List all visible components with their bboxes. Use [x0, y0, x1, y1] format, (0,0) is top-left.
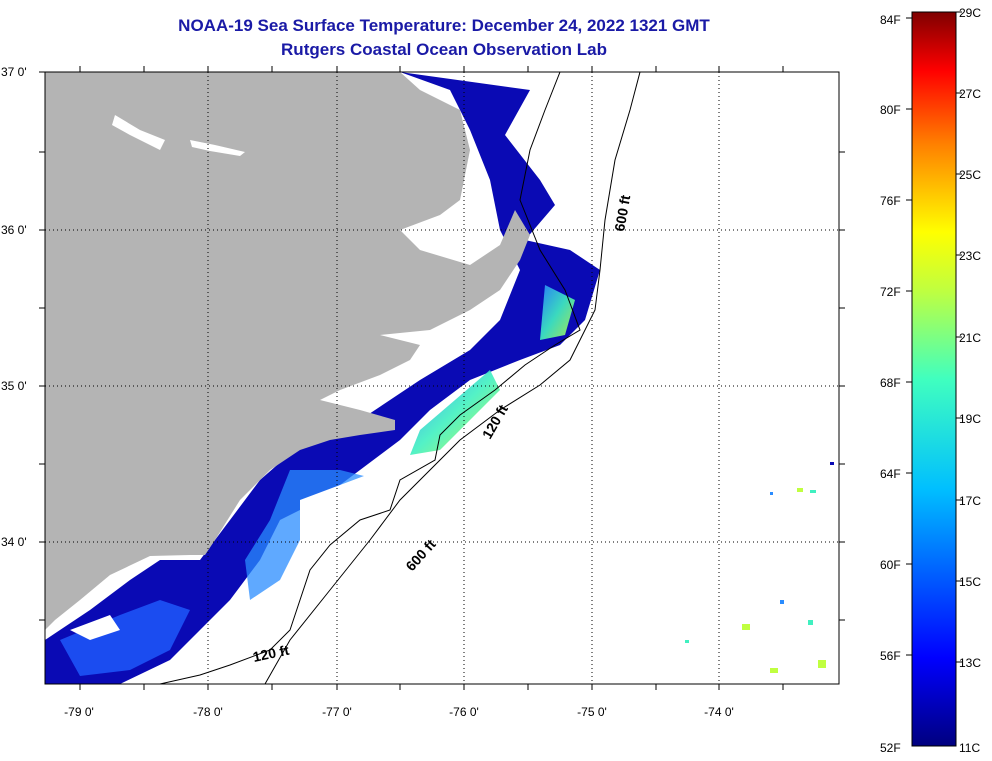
cloud-gap	[70, 615, 120, 640]
lon-tick-label: -78 0'	[193, 705, 223, 719]
colorbar-label-f: 80F	[880, 103, 901, 117]
lat-tick-label: 35 0'	[1, 379, 27, 393]
warm-water-patch	[540, 285, 575, 340]
inland-water	[190, 140, 245, 156]
colorbar-label-c: 21C	[959, 331, 981, 345]
colorbar-label-c: 17C	[959, 494, 981, 508]
map-subtitle: Rutgers Coastal Ocean Observation Lab	[281, 40, 607, 59]
tick-marks	[39, 66, 845, 690]
cloud-gap	[300, 470, 430, 550]
colorbar-label-f: 52F	[880, 741, 901, 755]
plot-frame	[44, 71, 840, 685]
colorbar-label-c: 13C	[959, 656, 981, 670]
colorbar-label-c: 25C	[959, 168, 981, 182]
colorbar-label-c: 15C	[959, 575, 981, 589]
lon-tick-label: -79 0'	[64, 705, 94, 719]
contour-label: 120 ft	[251, 642, 290, 665]
lat-tick-label: 36 0'	[1, 223, 27, 237]
colorbar-label-c: 11C	[959, 741, 980, 755]
colorbar-label-f: 64F	[880, 467, 901, 481]
colorbar-ticks	[906, 11, 962, 663]
land-mass	[45, 72, 530, 630]
colorbar-label-f: 72F	[880, 285, 901, 299]
lon-tick-label: -77 0'	[322, 705, 352, 719]
lon-tick-label: -75 0'	[577, 705, 607, 719]
lat-tick-label: 37 0'	[1, 65, 27, 79]
colorbar-label-f: 76F	[880, 194, 901, 208]
colorbar-label-c: 19C	[959, 412, 981, 426]
warm-water-patch	[60, 600, 190, 676]
colorbar-label-c: 29C	[959, 6, 981, 20]
contour-600ft	[264, 72, 641, 684]
offshore-pixels	[685, 462, 834, 673]
colorbar-label-c: 27C	[959, 87, 981, 101]
inland-water	[112, 115, 165, 150]
warm-water-patch	[410, 370, 500, 455]
contour-label: 600 ft	[611, 193, 633, 232]
colorbar-label-f: 68F	[880, 376, 901, 390]
colorbar-label-f: 84F	[880, 13, 901, 27]
colorbar-label-f: 56F	[880, 649, 901, 663]
lon-tick-label: -76 0'	[449, 705, 479, 719]
graticule	[45, 72, 839, 684]
contour-120ft	[159, 72, 581, 684]
colorbar-label-f: 60F	[880, 558, 901, 572]
colorbar	[911, 11, 957, 747]
map-title: NOAA-19 Sea Surface Temperature: Decembe…	[178, 16, 710, 35]
colorbar-label-c: 23C	[959, 249, 981, 263]
lat-tick-label: 34 0'	[1, 535, 27, 549]
lon-tick-label: -74 0'	[704, 705, 734, 719]
